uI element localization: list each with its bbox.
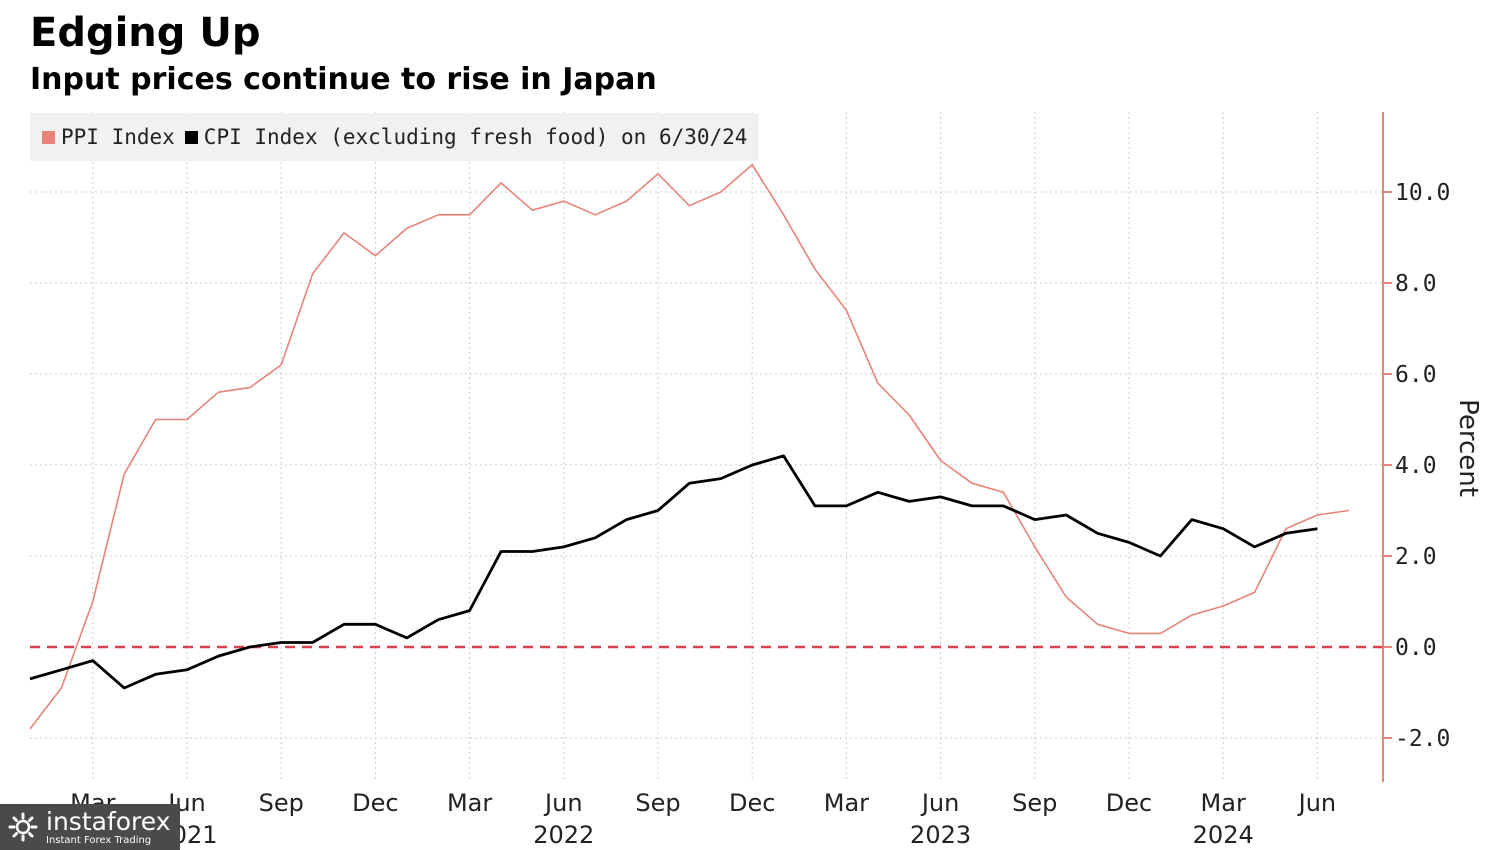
x-tick-label: Mar bbox=[447, 789, 492, 817]
legend-swatch-cpi bbox=[184, 130, 198, 144]
legend-item-cpi: CPI Index (excluding fresh food) on 6/30… bbox=[184, 125, 748, 149]
legend: PPI Index CPI Index (excluding fresh foo… bbox=[30, 113, 760, 161]
legend-label-cpi: CPI Index (excluding fresh food) on 6/30… bbox=[203, 125, 748, 149]
x-tick-label: Jun bbox=[920, 789, 960, 817]
y-axis: -2.0 0.0 2.0 4.0 6.0 8.0 10.0 Percent bbox=[1382, 112, 1483, 782]
ppi-series-line bbox=[29, 163, 1349, 730]
x-axis-labels: Mar Jun Sep Dec Mar Jun Sep Dec Mar Jun Sep Dec Mar J… bbox=[70, 789, 1336, 849]
y-tick-label: 4.0 bbox=[1395, 453, 1437, 479]
y-tick-label: 8.0 bbox=[1395, 271, 1437, 297]
series-lines bbox=[29, 163, 1349, 730]
legend-item-ppi: PPI Index bbox=[42, 125, 175, 149]
watermark-tagline: Instant Forex Trading bbox=[46, 834, 152, 846]
x-year-label: 2023 bbox=[910, 821, 971, 849]
x-tick-label: Mar bbox=[824, 789, 869, 817]
x-tick-label: Sep bbox=[259, 789, 304, 817]
legend-swatch-ppi bbox=[42, 130, 55, 144]
legend-label-ppi: PPI Index bbox=[61, 125, 175, 149]
grid bbox=[30, 112, 1383, 782]
cpi-series-line bbox=[29, 454, 1318, 690]
y-tick-label: -2.0 bbox=[1395, 726, 1450, 752]
x-tick-label: Dec bbox=[352, 789, 398, 817]
chart-title: Edging Up bbox=[30, 10, 261, 56]
y-tick-label: 10.0 bbox=[1395, 180, 1450, 206]
y-tick-label: 0.0 bbox=[1395, 635, 1437, 661]
x-tick-label: Sep bbox=[635, 789, 680, 817]
y-axis-title: Percent bbox=[1453, 399, 1483, 497]
instaforex-logo-icon bbox=[8, 812, 38, 842]
x-tick-label: Sep bbox=[1012, 789, 1057, 817]
y-tick-label: 6.0 bbox=[1395, 362, 1437, 388]
x-tick-label: Dec bbox=[729, 789, 775, 817]
x-tick-label: Jun bbox=[543, 789, 583, 817]
x-year-label: 2024 bbox=[1193, 821, 1254, 849]
x-tick-label: Mar bbox=[1201, 789, 1246, 817]
chart-subtitle: Input prices continue to rise in Japan bbox=[30, 62, 657, 97]
y-tick-label: 2.0 bbox=[1395, 544, 1437, 570]
x-tick-label: Dec bbox=[1106, 789, 1152, 817]
watermark-brand: instaforex bbox=[46, 806, 171, 836]
x-year-label: 2022 bbox=[533, 821, 594, 849]
watermark-logo: instaforex Instant Forex Trading bbox=[0, 804, 180, 850]
x-tick-label: Jun bbox=[1297, 789, 1337, 817]
